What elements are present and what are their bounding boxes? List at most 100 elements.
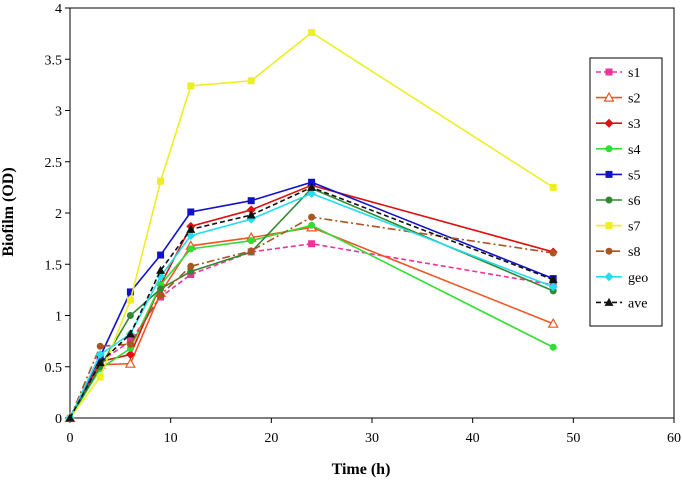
data-point-s8 <box>247 247 255 255</box>
data-point-s4 <box>549 343 557 351</box>
data-point-s5 <box>126 288 134 296</box>
legend-label: s7 <box>628 220 640 235</box>
data-point-s5 <box>157 251 165 259</box>
legend-item-s3: s3 <box>596 117 640 132</box>
legend: s1 s2 s3 s4 s5 s6 s7 s8 geo ave <box>589 57 663 327</box>
y-tick-label: 1.5 <box>45 258 63 273</box>
legend-label: s5 <box>628 168 640 183</box>
data-point-ave <box>548 275 558 284</box>
y-tick-label: 1 <box>55 310 62 325</box>
data-point-s4 <box>308 221 316 229</box>
series-ave <box>65 182 558 422</box>
data-point-s6 <box>187 267 195 275</box>
legend-item-s2: s2 <box>596 92 640 107</box>
legend-item-s7: s7 <box>596 220 640 235</box>
legend-box <box>589 57 663 327</box>
data-point-geo <box>307 189 317 199</box>
axes-layer: 00.511.522.533.540 10 20 30 40 50 60 <box>45 2 682 446</box>
data-point-s2 <box>124 357 136 368</box>
data-point-s7 <box>187 82 195 90</box>
data-point-s8 <box>308 213 316 221</box>
legend-label: s8 <box>628 245 640 260</box>
data-point-s6 <box>157 285 165 293</box>
series-line-ave <box>69 186 554 419</box>
data-point-ave <box>186 224 196 233</box>
legend-label: s2 <box>628 92 640 107</box>
x-tick-label: 60 <box>667 431 681 446</box>
data-point-s5 <box>308 178 316 186</box>
data-point-geo <box>548 282 558 292</box>
x-tick-label: 10 <box>164 431 178 446</box>
data-point-ave <box>156 265 166 274</box>
legend-swatch-marker <box>605 196 613 204</box>
data-point-s8 <box>96 342 104 350</box>
legend-swatch-marker <box>605 222 613 230</box>
data-point-s5 <box>247 197 255 205</box>
y-tick-label: 0 <box>55 412 62 427</box>
y-tick-label: 0.5 <box>45 361 63 376</box>
series-line-s7 <box>69 31 554 419</box>
data-point-s7 <box>126 296 134 304</box>
data-point-s6 <box>126 312 134 319</box>
data-point-s7 <box>308 29 316 37</box>
series-line-s8 <box>69 216 554 419</box>
legend-label: s6 <box>628 194 640 209</box>
data-point-ave <box>95 358 105 367</box>
x-tick-label: 40 <box>466 431 480 446</box>
legend-label: geo <box>628 271 648 286</box>
legend-item-s1: s1 <box>596 66 640 81</box>
data-point-ave <box>246 210 256 219</box>
series-layer <box>64 29 559 423</box>
data-point-s3 <box>125 349 135 359</box>
data-point-s2 <box>547 317 559 328</box>
data-point-s8 <box>187 262 195 270</box>
legend-swatch-marker <box>604 118 614 128</box>
data-point-s8 <box>549 249 557 257</box>
legend-label: ave <box>628 296 647 311</box>
data-point-s1 <box>308 240 316 248</box>
x-axis-title: Time (h) <box>332 461 391 478</box>
legend-item-s8: s8 <box>596 245 640 260</box>
data-point-s5 <box>187 208 195 216</box>
y-tick-label: 3.5 <box>45 53 63 68</box>
data-point-s8 <box>157 291 165 299</box>
data-point-geo <box>95 349 105 359</box>
data-point-ave <box>125 329 135 338</box>
legend-swatch-marker <box>605 68 613 76</box>
y-tick-label: 4 <box>55 2 62 17</box>
data-point-ave <box>65 413 75 422</box>
data-point-s7 <box>247 77 255 85</box>
data-point-s3 <box>246 205 256 215</box>
y-axis-title: Biofilm (OD) <box>0 167 17 256</box>
x-tick-label: 50 <box>566 431 580 446</box>
plot-frame <box>69 7 675 419</box>
series-s4 <box>66 221 557 422</box>
data-point-s7 <box>549 183 557 191</box>
legend-item-ave: ave <box>596 296 647 311</box>
data-point-geo <box>186 231 196 241</box>
data-point-s4 <box>187 245 195 253</box>
legend-swatch-marker <box>605 247 613 255</box>
series-geo <box>65 189 558 423</box>
legend-item-s4: s4 <box>596 143 640 158</box>
legend-swatch-marker <box>605 170 613 178</box>
data-point-s4 <box>247 237 255 245</box>
legend-item-s6: s6 <box>596 194 640 209</box>
series-line-s1 <box>69 242 554 419</box>
legend-swatch-marker <box>604 297 614 306</box>
legend-label: s4 <box>628 143 640 158</box>
data-point-s8 <box>126 340 134 348</box>
legend-swatch-marker <box>604 272 614 282</box>
legend-swatch-marker <box>603 91 615 102</box>
x-tick-label: 30 <box>365 431 379 446</box>
x-tick-label: 0 <box>67 431 74 446</box>
legend-item-geo: geo <box>596 271 648 286</box>
data-point-ave <box>307 182 317 191</box>
legend-item-s5: s5 <box>596 168 640 183</box>
y-tick-label: 2.5 <box>45 156 63 171</box>
legend-label: s3 <box>628 117 640 132</box>
legend-label: s1 <box>628 66 640 81</box>
series-line-geo <box>69 192 554 419</box>
